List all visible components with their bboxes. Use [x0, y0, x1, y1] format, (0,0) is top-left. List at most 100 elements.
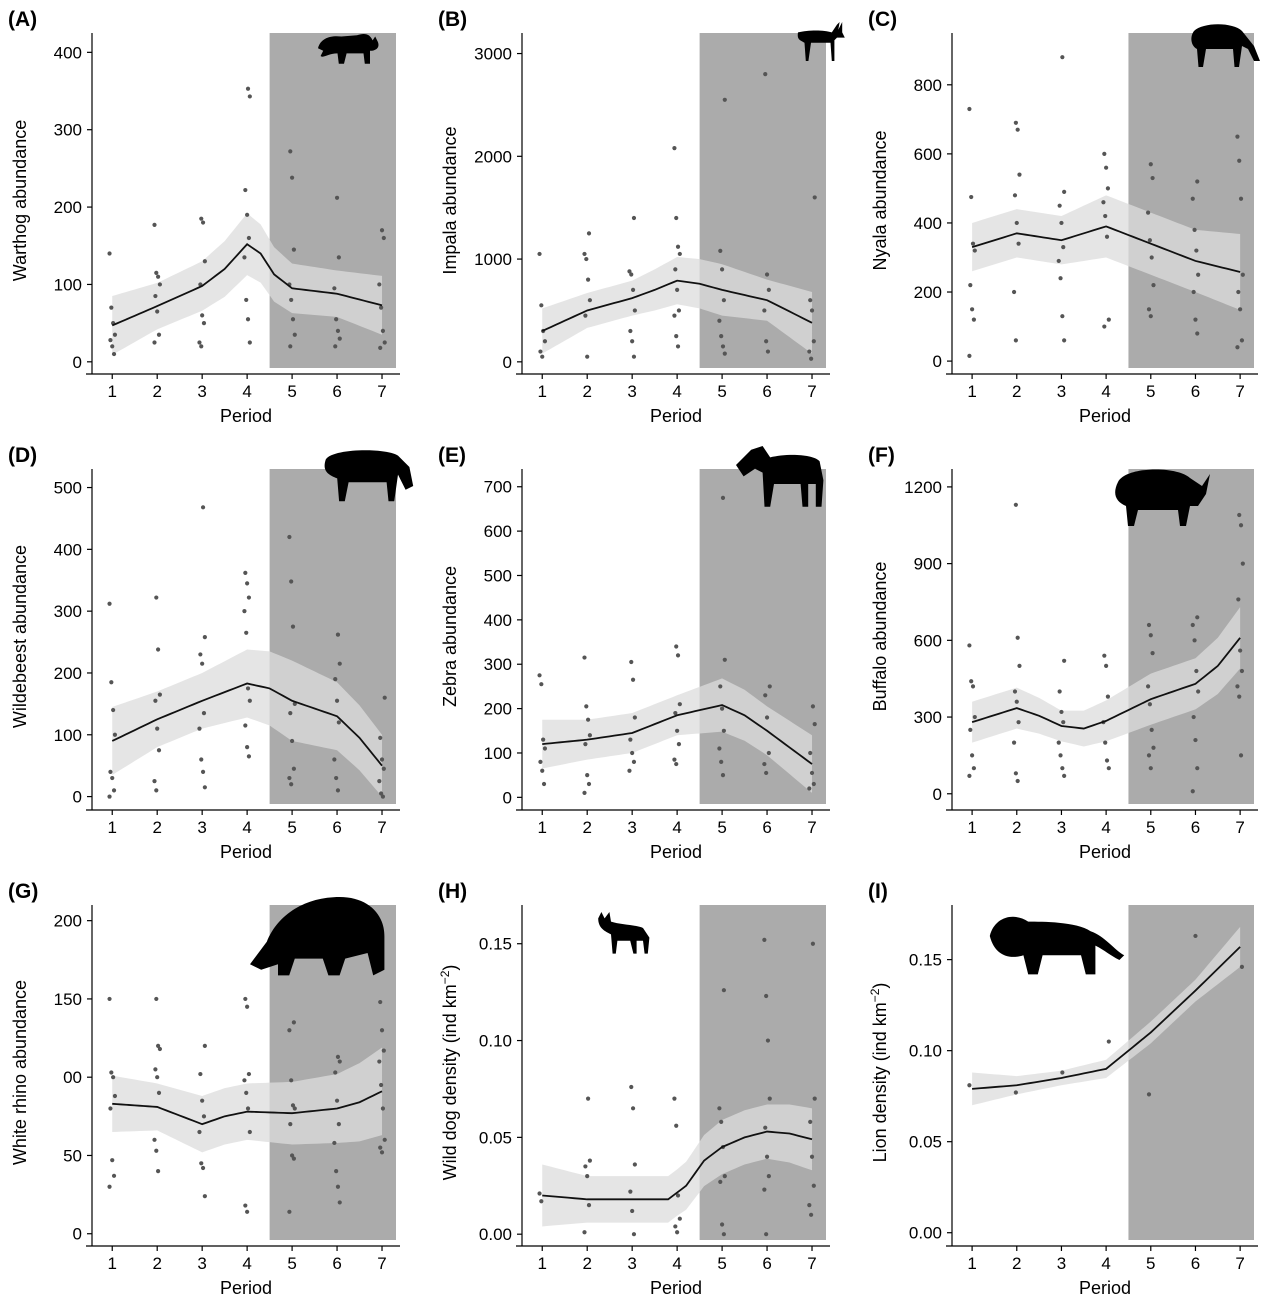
data-point: [1192, 227, 1197, 232]
data-point: [674, 1123, 679, 1128]
data-point: [109, 680, 114, 685]
data-point: [1239, 964, 1245, 970]
data-point: [968, 283, 973, 288]
data-point: [809, 356, 814, 361]
x-tick-label: 2: [152, 818, 161, 837]
data-point: [762, 937, 767, 942]
data-point: [337, 661, 342, 666]
warthog-icon: [318, 33, 379, 64]
x-tick-label: 3: [197, 382, 206, 401]
y-tick-label: 2000: [474, 147, 512, 166]
data-point: [585, 277, 591, 282]
confidence-band: [972, 607, 1241, 747]
data-point: [1057, 203, 1062, 208]
data-point: [1058, 276, 1063, 281]
data-point: [971, 317, 977, 322]
data-point: [335, 788, 341, 793]
data-point: [764, 993, 769, 999]
x-tick-label: 3: [1057, 382, 1066, 401]
data-point: [585, 1173, 590, 1179]
data-point: [243, 996, 248, 1002]
data-point: [542, 339, 548, 344]
data-point: [1148, 162, 1153, 167]
confidence-band: [542, 257, 813, 354]
data-point: [108, 769, 113, 774]
y-tick-label: 0.05: [909, 1133, 942, 1152]
data-point: [1013, 120, 1018, 125]
y-tick-label: 200: [54, 198, 82, 217]
data-point: [718, 1179, 723, 1185]
data-point: [765, 349, 771, 354]
x-tick-label: 5: [1146, 1254, 1155, 1273]
x-tick-label: 2: [1012, 382, 1021, 401]
data-point: [334, 317, 339, 322]
data-point: [583, 313, 588, 318]
data-point: [245, 1004, 250, 1009]
x-tick-label: 3: [197, 818, 206, 837]
data-point: [152, 779, 157, 784]
data-point: [1195, 766, 1200, 771]
x-tick-label: 3: [627, 1254, 636, 1273]
data-point: [630, 1106, 636, 1111]
y-tick-label: 300: [54, 602, 82, 621]
y-axis-label: Nyala abundance: [870, 130, 890, 270]
data-point: [628, 1189, 633, 1194]
data-point: [200, 769, 206, 774]
x-axis-label: Period: [220, 406, 272, 426]
confidence-band: [112, 1047, 383, 1153]
data-point: [1148, 766, 1153, 771]
data-point: [675, 244, 681, 249]
data-point: [582, 790, 587, 796]
data-point: [111, 788, 117, 793]
y-tick-label: 3000: [474, 45, 512, 64]
data-point: [1235, 684, 1240, 689]
data-point: [1195, 179, 1200, 184]
data-point: [1015, 635, 1020, 640]
data-point: [1057, 689, 1062, 694]
data-point: [1015, 778, 1020, 784]
x-tick-label: 4: [1101, 818, 1110, 837]
x-tick-label: 7: [1235, 382, 1244, 401]
data-point: [630, 287, 636, 293]
data-point: [585, 1096, 591, 1101]
data-point: [631, 1232, 637, 1237]
data-point: [1193, 933, 1198, 939]
data-point: [721, 728, 726, 733]
data-point: [335, 632, 341, 637]
data-point: [1016, 241, 1021, 246]
data-point: [201, 321, 207, 326]
panel-label: (H): [438, 880, 467, 903]
data-point: [155, 726, 160, 731]
data-point: [288, 711, 293, 716]
chart-panel-f: 1 2 3 4 5 6 7 0 300 600 900 1200 Period Buffalo abund…: [868, 444, 1258, 862]
data-point: [677, 1216, 682, 1221]
data-point: [154, 996, 159, 1002]
data-point: [586, 781, 592, 787]
x-axis-label: Period: [1079, 842, 1131, 862]
data-point: [1150, 175, 1155, 181]
data-point: [1102, 324, 1107, 329]
data-point: [110, 775, 115, 781]
data-point: [1061, 720, 1066, 725]
data-point: [378, 999, 383, 1005]
data-point: [542, 746, 548, 751]
data-point: [627, 768, 632, 773]
data-point: [971, 766, 977, 771]
data-point: [245, 212, 250, 217]
data-point: [720, 344, 726, 349]
data-point: [111, 351, 117, 357]
data-point: [1102, 653, 1107, 658]
data-point: [1013, 771, 1018, 776]
data-point: [628, 328, 633, 334]
data-point: [672, 1096, 677, 1101]
data-point: [379, 757, 385, 762]
data-point: [1195, 615, 1200, 620]
x-tick-label: 2: [582, 818, 591, 837]
data-point: [1194, 248, 1199, 253]
y-tick-label: 0: [73, 353, 82, 372]
data-point: [287, 534, 292, 540]
data-point: [336, 1122, 341, 1127]
data-point: [337, 336, 342, 341]
smooth-trend-line: [111, 682, 383, 767]
smooth-trend-line: [971, 637, 1241, 730]
